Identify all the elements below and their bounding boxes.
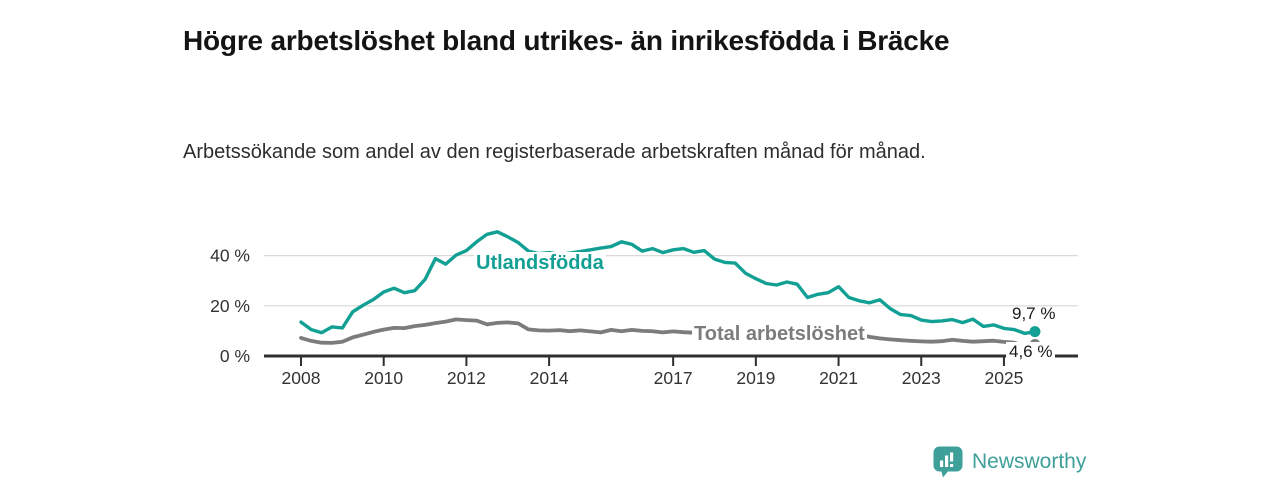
series-line-utlandsfodda (299, 230, 1037, 336)
y-axis-tick-label: 0 % (220, 346, 250, 366)
x-axis-tick-label: 2017 (654, 368, 693, 388)
chart-subtitle: Arbetssökande som andel av den registerb… (183, 141, 926, 163)
end-value-total: 4,6 % (1006, 342, 1056, 361)
series-label-total-arbetsloshet: Total arbetslöshet (692, 323, 867, 345)
y-axis-tick-label: 40 % (210, 246, 250, 266)
x-axis-tick-label: 2010 (364, 368, 403, 388)
newsworthy-logo-icon (933, 446, 963, 478)
y-axis-tick-label: 20 % (210, 296, 250, 316)
end-value-utlandsfodda: 9,7 % (1012, 304, 1056, 323)
x-axis-tick-label: 2019 (736, 368, 775, 388)
x-axis-tick-label: 2021 (819, 368, 858, 388)
x-axis-tick-label: 2008 (282, 368, 321, 388)
series-label-utlandsfodda: Utlandsfödda (474, 252, 606, 274)
series-line-total (299, 317, 1037, 349)
series-end-dot-utlandsfodda (1029, 326, 1041, 338)
x-axis-tick-label: 2014 (530, 368, 569, 388)
page-title: Högre arbetslöshet bland utrikes- än inr… (183, 24, 950, 56)
brand-name: Newsworthy (972, 450, 1087, 473)
x-axis-tick-label: 2025 (984, 368, 1023, 388)
x-axis-tick-label: 2023 (902, 368, 941, 388)
x-axis-tick-label: 2012 (447, 368, 486, 388)
newsworthy-logo: Newsworthy (933, 446, 1086, 478)
